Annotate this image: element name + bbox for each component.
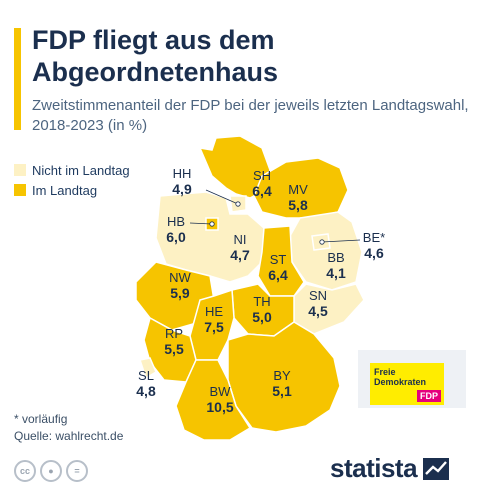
- leader-dot-be: [319, 239, 325, 245]
- footnote-source: Quelle: wahlrecht.de: [14, 429, 124, 443]
- region-code: MV: [288, 182, 308, 197]
- region-value: 5,8: [288, 197, 308, 213]
- region-code: SH: [252, 168, 272, 183]
- leader-dot-hb: [209, 221, 215, 227]
- label-rp: RP 5,5: [164, 326, 183, 357]
- label-he: HE 7,5: [204, 304, 223, 335]
- chart-title: FDP fliegt aus dem Abgeordnetenhaus: [32, 25, 279, 87]
- fdp-logo-line1: Freie: [374, 367, 396, 377]
- region-value: 5,0: [252, 309, 272, 325]
- fdp-logo-line2: Demokraten: [374, 377, 427, 387]
- license-icons[interactable]: cc ● =: [14, 460, 88, 482]
- label-sn: SN 4,5: [308, 288, 327, 319]
- region-code: HH: [172, 166, 192, 181]
- region-code: HE: [204, 304, 224, 319]
- statista-brand[interactable]: statista: [330, 453, 450, 484]
- legend-label: Im Landtag: [32, 182, 98, 198]
- label-ni: NI 4,7: [230, 232, 249, 263]
- leader-line-hh: [205, 189, 239, 205]
- label-st: ST 6,4: [268, 252, 287, 283]
- region-code: BB: [327, 250, 345, 265]
- region-code: TH: [253, 294, 271, 309]
- region-value: 6,0: [166, 229, 186, 245]
- label-bb: BB 4,1: [326, 250, 345, 281]
- region-code: NW: [169, 270, 191, 285]
- label-sl: SL 4,8: [136, 368, 155, 399]
- label-th: TH 5,0: [252, 294, 271, 325]
- leader-line-hb: [189, 222, 213, 225]
- legend: Nicht im Landtag Im Landtag: [14, 160, 130, 200]
- region-value: 6,4: [252, 183, 272, 199]
- region-value: 4,7: [230, 247, 250, 263]
- attribution-icon[interactable]: ●: [40, 460, 62, 482]
- region-code: ST: [269, 252, 287, 267]
- region-value: 4,9: [172, 181, 192, 197]
- region-value: 5,5: [164, 341, 184, 357]
- label-by: BY 5,1: [272, 368, 291, 399]
- label-mv: MV 5,8: [288, 182, 308, 213]
- legend-label: Nicht im Landtag: [32, 162, 130, 178]
- footnote-note: * vorläufig: [14, 412, 68, 426]
- region-code: NI: [233, 232, 247, 247]
- accent-bar: [14, 28, 21, 130]
- label-nw: NW 5,9: [169, 270, 191, 301]
- region-value: 5,1: [272, 383, 292, 399]
- region-value: 4,1: [326, 265, 346, 281]
- region-value: 7,5: [204, 319, 224, 335]
- legend-swatch: [14, 184, 26, 196]
- region-value: 5,9: [170, 285, 190, 301]
- region-sl: [139, 357, 157, 380]
- region-value: 10,5: [206, 399, 234, 415]
- no-derivatives-icon[interactable]: =: [66, 460, 88, 482]
- region-code: RP: [164, 326, 184, 341]
- region-value: 4,8: [136, 383, 156, 399]
- footnote: * vorläufig Quelle: wahlrecht.de: [14, 411, 123, 445]
- fdp-logo: Freie Demokraten FDP: [370, 363, 444, 405]
- region-code: HB: [166, 214, 186, 229]
- legend-item-in-parliament: Im Landtag: [14, 180, 130, 200]
- label-sh: SH 6,4: [252, 168, 271, 199]
- region-sn: [293, 283, 365, 335]
- leader-dot-hh: [235, 201, 241, 207]
- region-code: BY: [273, 368, 291, 383]
- cc-icon[interactable]: cc: [14, 460, 36, 482]
- region-code: BW: [209, 384, 231, 399]
- leader-line-be: [321, 239, 361, 243]
- legend-item-not-in-parliament: Nicht im Landtag: [14, 160, 130, 180]
- region-code: BE*: [362, 230, 386, 245]
- brand-name: statista: [330, 453, 418, 483]
- label-bw: BW 10,5: [206, 384, 233, 415]
- label-hb: HB 6,0: [166, 214, 185, 245]
- region-bw: [175, 359, 252, 441]
- label-be: BE* 4,6: [363, 230, 385, 261]
- region-value: 4,6: [364, 245, 384, 261]
- statista-logo-icon: [423, 457, 450, 480]
- region-value: 4,5: [308, 303, 328, 319]
- label-hh: HH 4,9: [172, 166, 191, 197]
- legend-swatch: [14, 164, 26, 176]
- fdp-logo-line3: FDP: [417, 390, 441, 402]
- region-value: 6,4: [268, 267, 288, 283]
- chart-subtitle: Zweitstimmenanteil der FDP bei der jewei…: [32, 97, 469, 134]
- region-code: SN: [308, 288, 328, 303]
- region-code: SL: [138, 368, 154, 383]
